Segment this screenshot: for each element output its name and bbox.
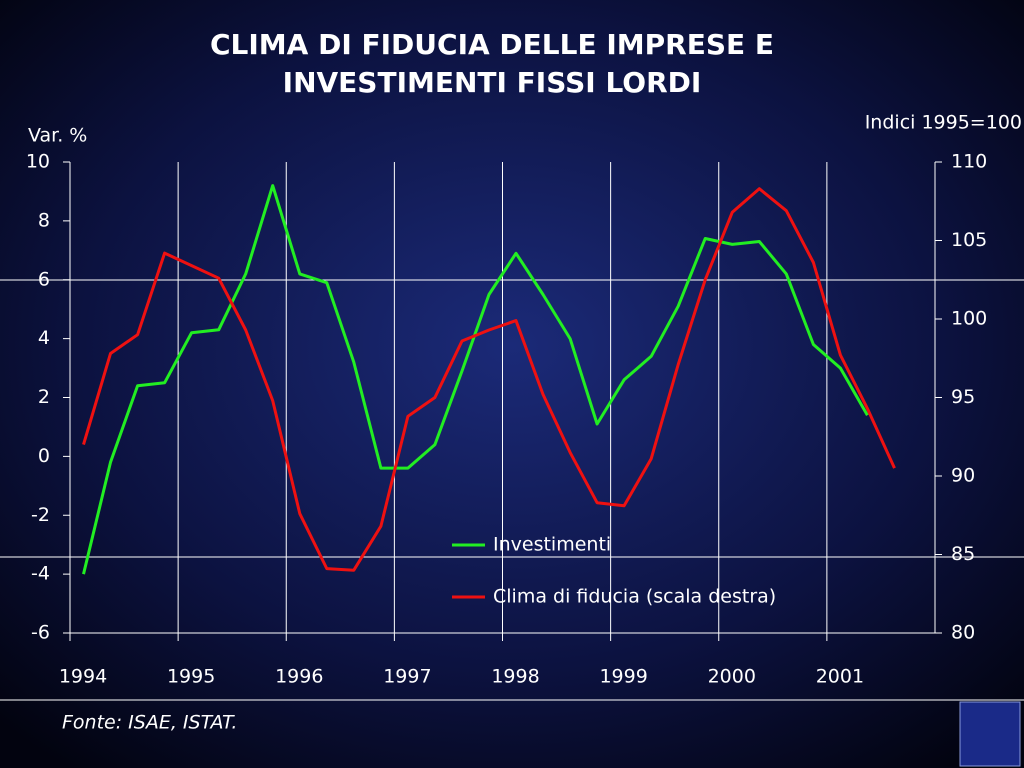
legend-label: Investimenti: [493, 534, 611, 556]
title-line: CLIMA DI FIDUCIA DELLE IMPRESE E: [210, 28, 774, 61]
title-line: INVESTIMENTI FISSI LORDI: [283, 66, 702, 99]
y-tick-label: 8: [38, 209, 50, 231]
y-tick-label: -4: [31, 563, 50, 585]
y-tick-label: 6: [38, 268, 50, 290]
y-tick-label: 2: [38, 386, 50, 408]
x-tick-label: 2001: [816, 666, 864, 688]
x-tick-label: 1997: [383, 666, 431, 688]
y2-tick-label: 80: [951, 622, 975, 644]
y2-axis-label: Indici 1995=100: [865, 112, 1022, 134]
x-tick-label: 2000: [708, 666, 756, 688]
y-tick-label: -2: [31, 504, 50, 526]
series-line: [82, 187, 896, 572]
y2-tick-label: 105: [951, 229, 987, 251]
source: Fonte: ISAE, ISTAT.: [62, 712, 237, 734]
x-tick-label: 1996: [275, 666, 323, 688]
x-tick-label: 1998: [491, 666, 539, 688]
x-tick-label: 1995: [167, 666, 215, 688]
y2-tick-label: 85: [951, 543, 975, 565]
y2-tick-label: 100: [951, 308, 987, 330]
plot: 1994 1995 1996 1997 1998 1999 2000 2001 10 8 6 4 2 0 -…: [26, 151, 987, 688]
y-tick-label: 4: [38, 327, 50, 349]
logo: [959, 701, 1021, 767]
y-axis-label: Var. %: [28, 125, 87, 147]
x-tick-label: 1994: [59, 666, 107, 688]
y-tick-label: -6: [31, 622, 50, 644]
y-tick-label: 10: [26, 151, 50, 173]
y2-tick-label: 110: [951, 151, 987, 173]
legend-label: Clima di fiducia (scala destra): [493, 586, 776, 608]
series-line: [82, 184, 869, 575]
x-tick-label: 1999: [599, 666, 647, 688]
y2-tick-label: 95: [951, 386, 975, 408]
y2-tick-label: 90: [951, 465, 975, 487]
y-tick-label: 0: [38, 445, 50, 467]
